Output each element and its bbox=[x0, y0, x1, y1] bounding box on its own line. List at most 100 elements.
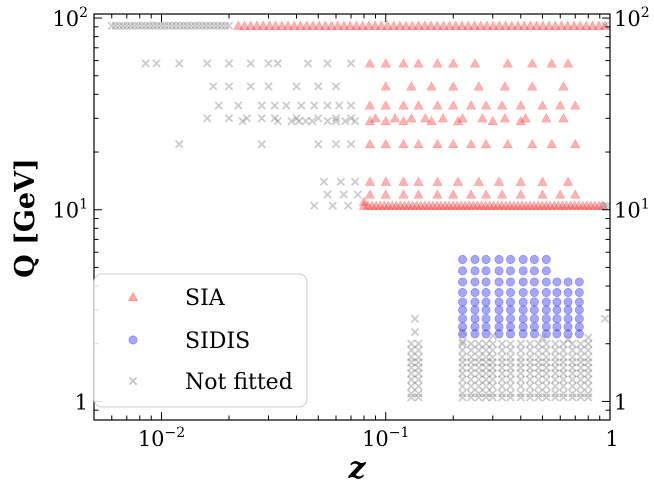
sia-point bbox=[593, 200, 605, 210]
not-fitted-point bbox=[407, 369, 416, 378]
not-fitted-point bbox=[111, 21, 120, 30]
not-fitted-point bbox=[481, 393, 491, 402]
sia-point bbox=[264, 20, 275, 30]
sia-point bbox=[502, 138, 513, 149]
not-fitted-point bbox=[542, 363, 551, 372]
sidis-point bbox=[563, 288, 573, 298]
not-fitted-point bbox=[414, 369, 423, 378]
not-fitted-point bbox=[488, 363, 497, 372]
not-fitted-point bbox=[208, 82, 218, 91]
not-fitted-point bbox=[525, 393, 535, 402]
sia-point bbox=[556, 20, 567, 30]
not-fitted-point bbox=[137, 21, 147, 30]
tick-labels: 10−2 10−1 1 1 1 101 101 102 102 bbox=[52, 5, 649, 451]
sidis-point bbox=[574, 329, 584, 339]
sia-point bbox=[362, 200, 374, 210]
not-fitted-point bbox=[584, 358, 593, 367]
sidis-point bbox=[458, 277, 468, 287]
sia-point bbox=[407, 20, 418, 30]
not-fitted-point bbox=[107, 21, 116, 30]
sidis-point bbox=[458, 305, 468, 315]
legend-label: SIDIS bbox=[185, 329, 250, 354]
sia-point bbox=[394, 20, 406, 30]
sidis-point bbox=[481, 305, 491, 315]
not-fitted-point bbox=[488, 358, 497, 367]
sia-point bbox=[555, 100, 566, 110]
sia-point bbox=[363, 20, 375, 30]
sidis-point bbox=[481, 288, 491, 298]
not-fitted-point bbox=[164, 21, 173, 30]
not-fitted-point bbox=[466, 389, 476, 398]
sidis-point bbox=[529, 305, 539, 315]
not-fitted-point bbox=[224, 114, 234, 123]
sia-point bbox=[536, 200, 548, 210]
sia-point bbox=[480, 100, 492, 110]
not-fitted-point bbox=[559, 393, 568, 402]
not-fitted-point bbox=[584, 345, 593, 355]
sidis-point bbox=[506, 266, 516, 276]
sidis-point bbox=[481, 266, 491, 276]
sia-point bbox=[477, 112, 488, 123]
sidis-point bbox=[506, 329, 516, 339]
sidis-point bbox=[529, 297, 539, 307]
sidis-point bbox=[506, 288, 516, 298]
not-fitted-point bbox=[257, 114, 267, 123]
not-fitted-point bbox=[224, 21, 234, 30]
sidis-point bbox=[506, 322, 516, 332]
sidis-point bbox=[563, 297, 573, 307]
not-fitted-point bbox=[506, 358, 515, 367]
sia-point bbox=[541, 112, 552, 123]
sia-point bbox=[351, 20, 362, 30]
sia-point bbox=[364, 138, 376, 149]
sia-point bbox=[488, 200, 499, 210]
not-fitted-point bbox=[474, 369, 484, 378]
sidis-point bbox=[494, 314, 504, 324]
sia-point bbox=[589, 200, 601, 210]
not-fitted-point bbox=[122, 21, 132, 30]
not-fitted-point bbox=[410, 327, 420, 337]
not-fitted-point bbox=[414, 389, 423, 398]
sidis-point bbox=[494, 255, 504, 265]
sidis-point bbox=[552, 314, 562, 324]
sia-point bbox=[289, 20, 300, 30]
not-fitted-point bbox=[525, 375, 535, 384]
sia-point bbox=[447, 200, 459, 210]
not-fitted-point bbox=[458, 382, 467, 391]
x-tick-label: 1 bbox=[605, 427, 618, 451]
not-fitted-point bbox=[568, 382, 577, 391]
sia-point bbox=[570, 100, 581, 110]
not-fitted-point bbox=[600, 21, 610, 30]
sidis-point bbox=[470, 314, 480, 324]
not-fitted-point bbox=[488, 331, 497, 341]
sidis-point bbox=[518, 255, 528, 265]
sidis-point bbox=[563, 277, 573, 287]
sia-point bbox=[282, 20, 294, 30]
sia-point bbox=[550, 20, 561, 30]
not-fitted-point bbox=[466, 393, 476, 402]
not-fitted-point bbox=[466, 382, 476, 391]
sia-point bbox=[387, 200, 398, 210]
not-fitted-point bbox=[576, 353, 585, 362]
legend-marker-x bbox=[128, 376, 138, 386]
not-fitted-point bbox=[538, 333, 547, 342]
not-fitted-point bbox=[319, 177, 329, 186]
sia-point bbox=[364, 189, 376, 199]
not-fitted-point bbox=[141, 59, 150, 68]
not-fitted-point bbox=[257, 139, 267, 149]
not-fitted-point bbox=[126, 21, 135, 30]
sidis-point bbox=[541, 305, 551, 315]
sidis-point bbox=[481, 277, 491, 287]
sidis-point bbox=[541, 322, 551, 332]
sia-point bbox=[233, 20, 244, 30]
sia-point bbox=[518, 20, 530, 30]
sidis-point bbox=[574, 305, 584, 315]
sidis-point bbox=[506, 277, 516, 287]
not-fitted-point bbox=[292, 114, 301, 123]
x-axis-label: z bbox=[347, 451, 366, 486]
sidis-point bbox=[470, 255, 480, 265]
sia-point bbox=[374, 200, 386, 210]
sia-point bbox=[473, 81, 485, 91]
sia-point bbox=[528, 200, 540, 210]
not-fitted-point bbox=[551, 369, 560, 378]
